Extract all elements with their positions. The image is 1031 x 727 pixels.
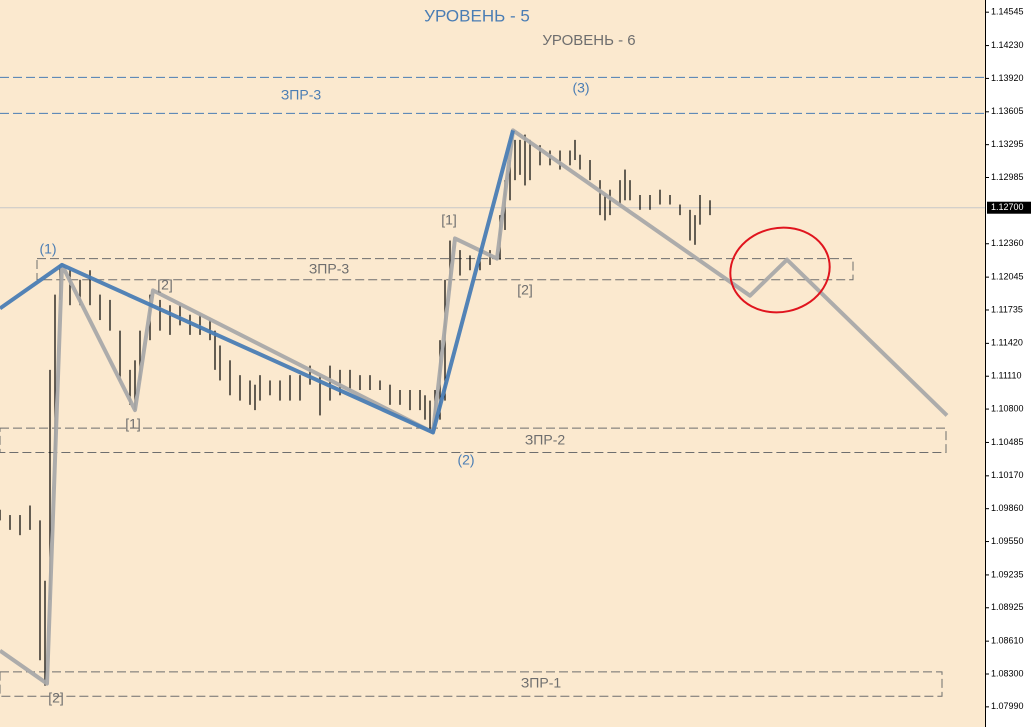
y-tick-label: 1.11110 [991, 371, 1022, 381]
zone-box [36, 258, 854, 281]
zone-label: ЗПР-1 [521, 675, 562, 691]
y-tick-label: 1.11735 [991, 304, 1023, 314]
y-tick-label: 1.13920 [991, 73, 1024, 83]
y-tick-label: 1.08610 [991, 636, 1024, 646]
wave-label: [2] [157, 277, 173, 293]
wave-label: (1) [39, 241, 56, 257]
zone-label: ЗПР-3 [309, 261, 350, 277]
wave-label: [2] [517, 282, 533, 298]
y-tick-label: 1.09550 [991, 536, 1024, 546]
chart-subtitle: УРОВЕНЬ - 6 [542, 32, 635, 49]
y-tick-label: 1.10800 [991, 403, 1024, 413]
y-tick-label: 1.14545 [991, 7, 1024, 17]
highlight-ellipse [729, 226, 831, 314]
y-tick-label: 1.12360 [991, 238, 1024, 248]
y-tick-label: 1.09235 [991, 569, 1024, 579]
y-tick-label: 1.11420 [991, 338, 1023, 348]
y-tick-label: 1.14230 [991, 40, 1024, 50]
zone-box [0, 671, 943, 697]
y-tick-label: 1.10485 [991, 437, 1024, 447]
y-tick-label: 1.12985 [991, 172, 1024, 182]
zone-label: ЗПР-2 [525, 432, 566, 448]
last-price-box [987, 201, 1031, 214]
y-tick-label: 1.13295 [991, 139, 1024, 149]
y-tick-label: 1.12045 [991, 272, 1024, 282]
wave-label: [2] [48, 690, 64, 706]
chart-title: УРОВЕНЬ - 5 [424, 6, 530, 25]
y-tick-label: 1.08925 [991, 602, 1024, 612]
y-tick-label: 1.09860 [991, 503, 1024, 513]
plot-background [0, 0, 985, 727]
wave-label: [1] [125, 416, 141, 432]
wave-line [0, 129, 515, 435]
y-tick-label: 1.13605 [991, 106, 1024, 116]
zone-box [0, 427, 947, 454]
zone-label: ЗПР-3 [281, 87, 322, 103]
wave-line [0, 128, 949, 686]
wave-label: (2) [457, 452, 474, 468]
y-tick-label: 1.08300 [991, 668, 1024, 678]
axis-background [985, 0, 1031, 727]
y-tick-label: 1.07990 [991, 701, 1024, 711]
y-tick-label: 1.10170 [991, 470, 1024, 480]
last-price-label: 1.12700 [991, 202, 1024, 212]
wave-label: (3) [572, 80, 589, 96]
wave-label: [1] [441, 212, 457, 228]
